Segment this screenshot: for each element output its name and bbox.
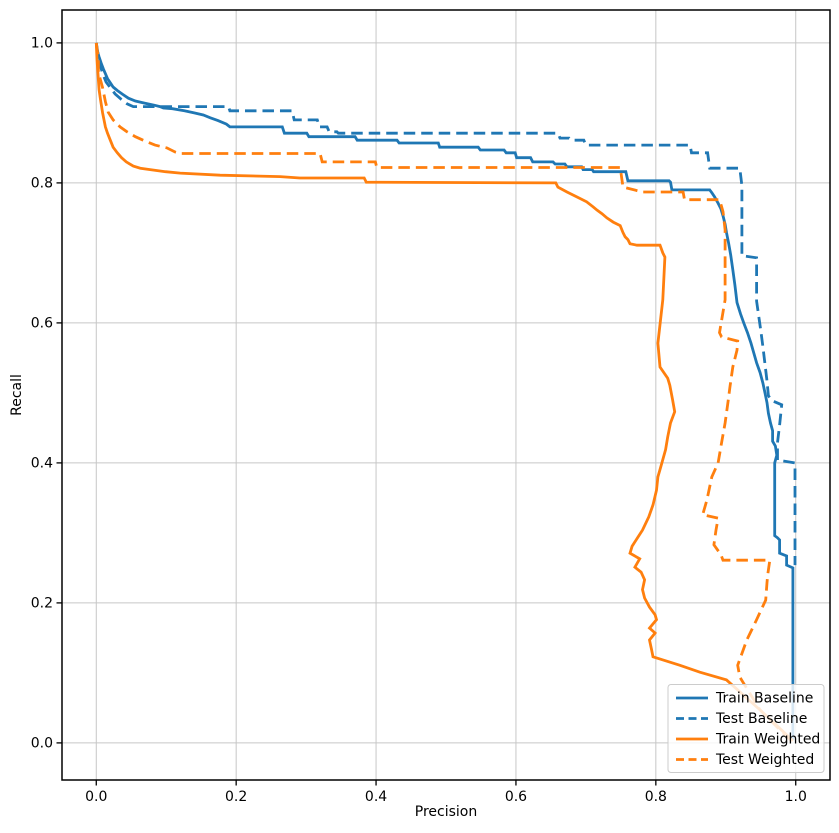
series-test-baseline [94,42,797,566]
legend-box [667,684,825,773]
y-tick-label: 0.0 [31,735,53,751]
x-tick-label: 0.4 [365,789,387,805]
series-train-weighted [94,42,794,742]
gridlines [62,10,830,780]
y-axis-label: Recall [9,374,25,416]
legend: Train Baseline Test Baseline Train Weigh… [667,684,825,773]
legend-label-train-baseline: Train Baseline [715,691,813,707]
series-train-baseline [94,42,795,741]
y-tick-label: 0.8 [31,175,53,191]
x-tick-label: 1.0 [785,789,807,805]
legend-label-test-baseline: Test Baseline [715,711,807,727]
x-axis-label: Precision [415,804,477,820]
y-tick-label: 0.4 [31,455,53,471]
x-tick-label: 0.8 [645,789,667,805]
x-tick-label: 0.0 [85,789,107,805]
series-test-weighted [94,42,794,744]
axis-ticks: 0.0 0.2 0.4 0.6 0.8 1.0 0.0 0.2 0.4 0.6 0.8 1.0 [31,35,807,805]
x-tick-label: 0.6 [505,789,527,805]
axes-frame [61,9,831,781]
legend-label-test-weighted: Test Weighted [715,752,814,768]
y-tick-label: 1.0 [31,35,53,51]
curves [94,42,797,744]
legend-label-train-weighted: Train Weighted [715,732,820,748]
y-tick-label: 0.2 [31,595,53,611]
x-tick-label: 0.2 [225,789,247,805]
y-tick-label: 0.6 [31,315,53,331]
